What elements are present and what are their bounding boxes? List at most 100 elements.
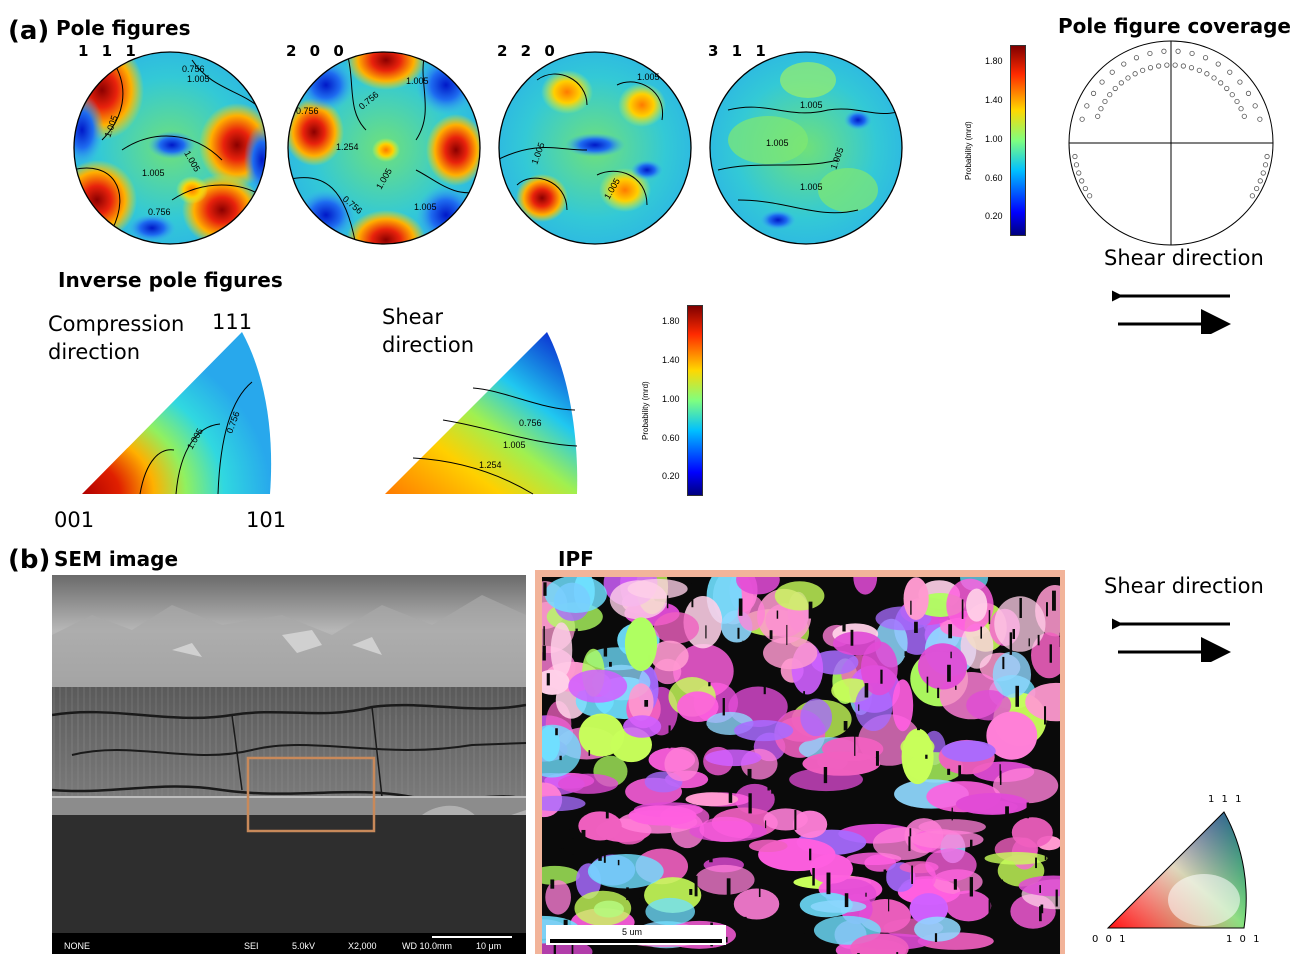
grain-boundary (1040, 904, 1044, 914)
coverage-point (1099, 79, 1105, 85)
grain-boundary (826, 872, 831, 895)
grain-boundary (641, 890, 643, 901)
grain-boundary (605, 806, 609, 819)
coverage-point (1204, 71, 1210, 77)
grain-boundary (694, 875, 698, 897)
coverage-point (1095, 113, 1101, 119)
grain-boundary (771, 776, 775, 794)
grain-boundary (581, 829, 586, 840)
grain (774, 581, 825, 611)
grain (910, 830, 984, 849)
colorbar-tick: 1.40 (985, 95, 1003, 105)
grain-boundary (843, 721, 848, 731)
grain (955, 793, 1029, 815)
grain (650, 640, 689, 672)
grain-boundary (1014, 924, 1018, 929)
contour-label: 0.756 (182, 64, 205, 74)
grain-boundary (742, 640, 744, 663)
grain-boundary (1019, 597, 1022, 618)
coverage-point (1132, 71, 1138, 77)
grain (1011, 817, 1053, 848)
grain-boundary (1009, 632, 1013, 655)
pole-figure-220: 1.005 1.005 1.005 (498, 51, 692, 245)
contour-label: 1.005 (800, 182, 823, 192)
grain-boundary (880, 669, 883, 684)
panel-b-label: (b) (8, 545, 51, 575)
coverage-point (1211, 75, 1217, 81)
coverage-point (1234, 98, 1240, 105)
grain (901, 728, 934, 785)
grain (587, 853, 664, 889)
grain-boundary (769, 630, 773, 640)
grain (763, 808, 808, 831)
panel-a-label: (a) (8, 16, 50, 46)
grain-boundary (925, 754, 928, 759)
coverage-point (1084, 103, 1090, 109)
grain-boundary (801, 933, 805, 939)
ipf-shear: 0.756 1.005 1.254 (385, 332, 578, 495)
grain-boundary (888, 892, 890, 912)
grain-boundary (953, 879, 957, 890)
coverage-point (1196, 67, 1202, 73)
grain-boundary (561, 848, 564, 858)
grain-boundary (970, 839, 973, 854)
coverage-point (1188, 65, 1195, 71)
colorbar-tick: 0.20 (662, 471, 680, 481)
grain-boundary (904, 651, 907, 657)
grain-boundary (639, 765, 642, 775)
coverage-point (1079, 116, 1085, 122)
grain (1025, 682, 1060, 722)
coverage-point (1260, 170, 1266, 176)
contour-label: 1.005 (800, 100, 823, 110)
grain (941, 740, 996, 762)
ipf-corner-001: 001 (54, 508, 95, 532)
grain-boundary (950, 651, 952, 659)
grain (628, 805, 697, 826)
grain-boundary (559, 755, 562, 761)
grain (628, 683, 654, 721)
ipf-corner-111: 111 (212, 310, 253, 334)
grain-boundary (1037, 634, 1040, 646)
grain-boundary (709, 843, 713, 863)
grain (966, 588, 988, 622)
grain-boundary (850, 629, 854, 646)
grain-boundary (553, 942, 556, 954)
grain-boundary (842, 613, 846, 632)
coverage-point (1262, 162, 1269, 168)
ipf-map-title: IPF (558, 547, 594, 571)
grain (736, 577, 780, 595)
grain-boundary (1046, 602, 1048, 617)
colorbar-tick: 0.20 (985, 211, 1003, 221)
sem-footer-mag: X2,000 (348, 941, 377, 951)
coverage-point (1227, 69, 1233, 75)
grain-boundary (767, 783, 770, 791)
grain (853, 577, 878, 595)
grain-boundary (819, 624, 823, 645)
grain-boundary (747, 768, 752, 780)
grain (664, 746, 699, 782)
grain-boundary (794, 809, 797, 831)
grain-boundary (948, 624, 953, 639)
contour-label: 1.005 (142, 168, 165, 178)
grain (624, 617, 658, 672)
grain (763, 636, 818, 670)
grain (860, 641, 898, 696)
grain-boundary (875, 751, 879, 766)
grain-boundary (567, 810, 570, 830)
grain-boundary (901, 661, 905, 679)
key-label-101: 1 0 1 (1226, 934, 1262, 945)
coverage-point (1147, 65, 1154, 71)
grain-boundary (636, 898, 640, 906)
grain-boundary (722, 698, 725, 716)
grain-boundary (810, 934, 813, 952)
grain (914, 916, 961, 942)
coverage-point (1161, 48, 1167, 54)
grain (542, 795, 586, 812)
key-label-001: 0 0 1 (1092, 934, 1128, 945)
grain-boundary (644, 700, 649, 707)
grain-boundary (706, 726, 708, 731)
colorbar-tick: 1.00 (985, 134, 1003, 144)
grain (645, 897, 695, 926)
coverage-point (1238, 106, 1244, 112)
grain-boundary (626, 887, 629, 901)
